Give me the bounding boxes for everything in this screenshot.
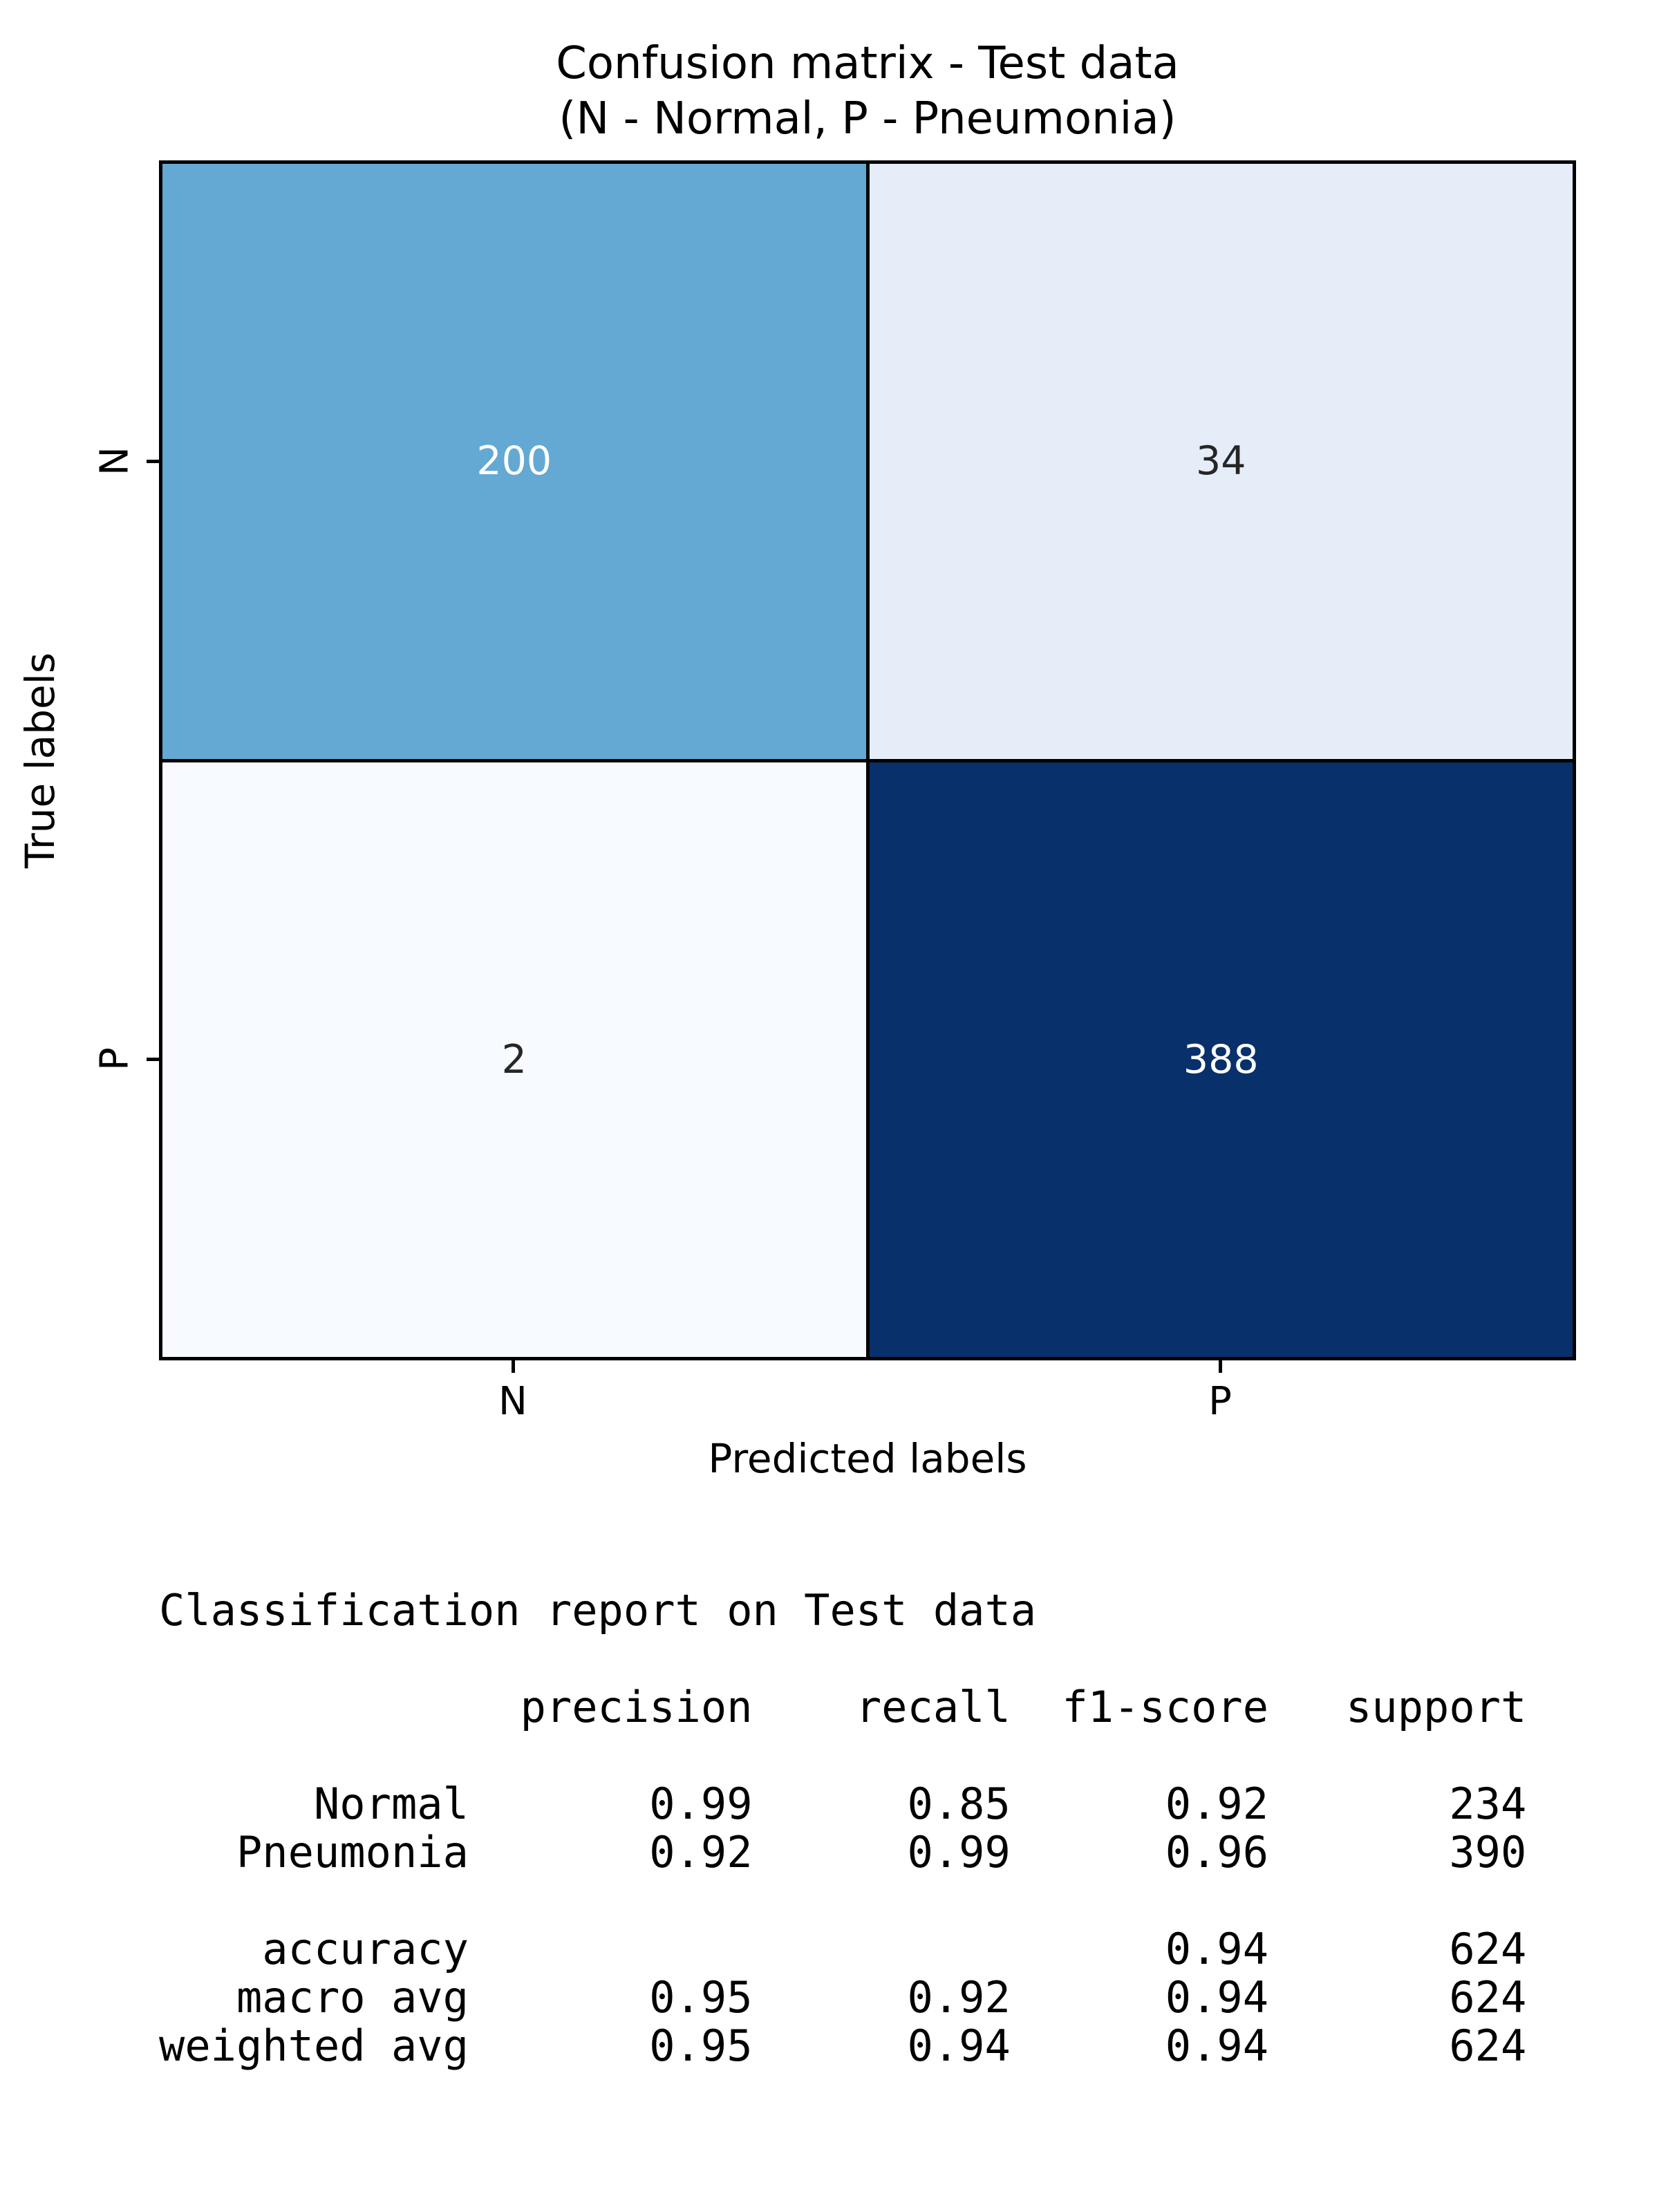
cell-true-n-pred-n: 200 [162,164,866,759]
report-row-normal: Normal 0.99 0.85 0.92 234 [159,1779,1527,1829]
cell-true-p-pred-n: 2 [162,762,866,1357]
report-blank-line [159,1635,1526,1683]
y-axis-label: True labels [17,652,64,869]
classification-report: Classification report on Test data preci… [159,1586,1526,2070]
report-row-macro-avg: macro avg 0.95 0.92 0.94 624 [159,1972,1527,2023]
chart-title: Confusion matrix - Test data (N - Normal… [159,36,1576,147]
cell-true-p-pred-p: 388 [869,762,1573,1357]
confusion-matrix-heatmap: 200 34 2 388 [159,160,1576,1360]
y-tick-mark-p [147,1058,159,1061]
report-title: Classification report on Test data [159,1585,1037,1635]
x-tick-label-n: N [498,1379,527,1424]
x-tick-mark-n [512,1360,515,1373]
chart-title-line-2: (N - Normal, P - Pneumonia) [559,93,1177,144]
report-header-row: precision recall f1-score support [159,1682,1527,1732]
y-tick-label-p: P [92,1047,138,1071]
chart-title-line-1: Confusion matrix - Test data [556,38,1179,89]
report-row-weighted-avg: weighted avg 0.95 0.94 0.94 624 [159,2021,1527,2071]
report-row-accuracy: accuracy 0.94 624 [159,1924,1527,1974]
report-blank-line [159,1877,1526,1925]
report-blank-line [159,1732,1526,1780]
x-tick-label-p: P [1208,1379,1232,1424]
y-tick-label-n: N [92,447,138,476]
x-axis-label: Predicted labels [708,1435,1027,1482]
cell-true-n-pred-p: 34 [869,164,1573,759]
x-tick-mark-p [1219,1360,1222,1373]
y-tick-mark-n [147,460,159,463]
report-row-pneumonia: Pneumonia 0.92 0.99 0.96 390 [159,1827,1527,1877]
